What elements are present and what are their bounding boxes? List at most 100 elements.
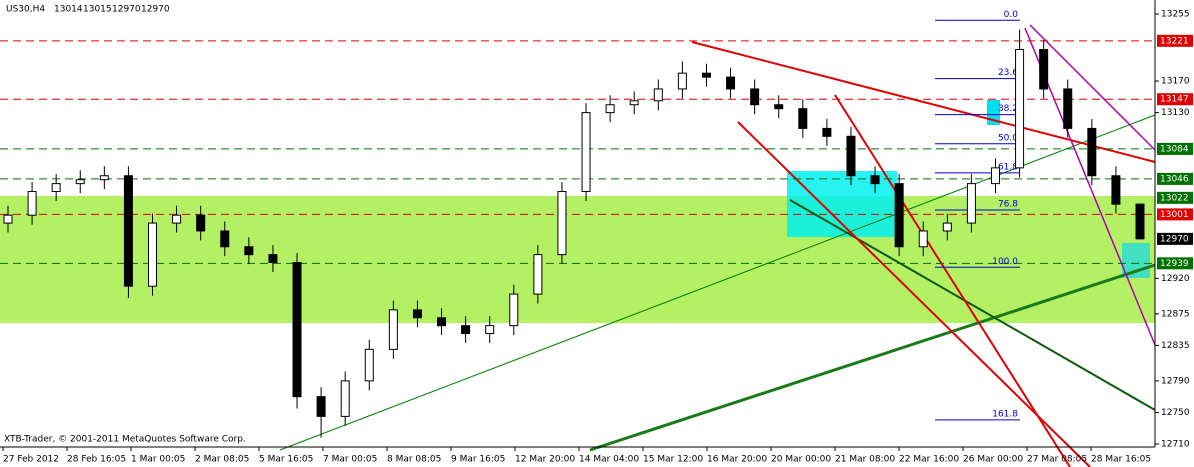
fibo-label: 0.0 (1004, 10, 1019, 20)
candle-body (461, 325, 471, 335)
x-tick-label: 9 Mar 16:05 (451, 455, 505, 465)
candle-body (726, 76, 736, 90)
y-tick-label: 12710 (1161, 440, 1190, 450)
quote-value: 13014 (54, 5, 83, 15)
symbol: US30,H4 (6, 5, 45, 15)
candle-body (1111, 175, 1121, 205)
fibo-label: 23.6 (998, 68, 1018, 78)
quote-value: 13015 (83, 5, 112, 15)
level-box (1157, 172, 1193, 185)
candle-body (316, 396, 326, 417)
fibo-label: 100.0 (992, 257, 1018, 267)
level-label: 13084 (1160, 144, 1189, 154)
candle-body (75, 179, 85, 185)
x-tick-label: 22 Mar 16:00 (899, 455, 959, 465)
level-label: 12970 (1160, 234, 1189, 244)
candle-body (99, 175, 109, 181)
fibo-label: 76.8 (998, 199, 1018, 209)
y-tick-label: 13130 (1161, 108, 1190, 118)
y-tick-label: 12875 (1161, 309, 1190, 319)
candle-body (196, 214, 206, 232)
candle-body (388, 309, 398, 350)
candle-body (605, 104, 615, 114)
candle-body (1087, 127, 1097, 177)
candle-body (1063, 88, 1073, 129)
y-tick-label: 12750 (1161, 408, 1190, 418)
candle-body (1039, 49, 1049, 90)
level-box (1157, 257, 1193, 270)
candle-body (437, 317, 447, 327)
y-tick-label: 12790 (1161, 376, 1190, 386)
x-tick-label: 26 Mar 00:00 (963, 455, 1023, 465)
x-tick-label: 21 Mar 08:00 (835, 455, 895, 465)
candle-body (340, 380, 350, 417)
x-tick-label: 7 Mar 00:05 (323, 455, 377, 465)
level-label: 13001 (1160, 210, 1189, 220)
candle-body (412, 309, 422, 319)
trendline (789, 199, 1156, 411)
candle-body (629, 100, 639, 106)
x-tick-label: 27 Feb 2012 (3, 455, 59, 465)
fibo-label: 161.8 (992, 409, 1018, 419)
x-tick-label: 16 Mar 20:00 (707, 455, 767, 465)
candle-body (268, 254, 278, 264)
y-tick-label: 12920 (1161, 274, 1190, 284)
x-tick-label: 28 Mar 16:05 (1091, 455, 1151, 465)
quote-value: 12970 (112, 5, 141, 15)
trendline (279, 114, 1156, 451)
candle-body (485, 325, 495, 335)
x-tick-label: 5 Mar 16:05 (259, 455, 313, 465)
trendline (691, 41, 1156, 163)
candle-body (701, 72, 711, 78)
candle-body (798, 108, 808, 129)
quote-value: 12970 (141, 5, 170, 15)
x-tick-label: 2 Mar 08:05 (195, 455, 249, 465)
y-tick-label: 13255 (1161, 10, 1190, 20)
level-box (1157, 232, 1193, 245)
candle-body (148, 222, 158, 287)
fibo-label: 50.0 (998, 133, 1018, 143)
candle-body (750, 88, 760, 106)
candle-body (918, 230, 928, 248)
candle-body (51, 183, 61, 193)
level-label: 13022 (1160, 193, 1189, 203)
candle-body (27, 191, 37, 216)
level-box (1157, 93, 1193, 106)
candle-body (1015, 49, 1025, 169)
y-tick-label: 12835 (1161, 341, 1190, 351)
x-tick-label: 12 Mar 20:00 (515, 455, 575, 465)
candle-body (509, 293, 519, 327)
x-tick-label: 28 Feb 16:05 (67, 455, 126, 465)
candle-body (653, 88, 663, 102)
candle-body (894, 183, 904, 248)
trendlines (279, 24, 1156, 467)
x-tick-label: 20 Mar 00:00 (771, 455, 831, 465)
candle-body (364, 348, 374, 382)
level-label: 12939 (1160, 259, 1189, 269)
cyan-zone (787, 171, 897, 237)
footer: XTB-Trader, © 2001-2011 MetaQuotes Softw… (4, 435, 246, 445)
candle-body (172, 214, 182, 224)
candle-body (123, 175, 133, 287)
candle-body (822, 127, 832, 137)
candle-body (870, 175, 880, 185)
x-tick-label: 14 Mar 04:00 (579, 455, 639, 465)
level-box (1157, 191, 1193, 204)
candle-body (581, 112, 591, 193)
trendline (737, 121, 1091, 467)
fibo-label: 38.2 (998, 104, 1018, 114)
x-tick-label: 15 Mar 12:00 (643, 455, 703, 465)
level-label: 13046 (1160, 174, 1189, 184)
level-label: 13221 (1160, 36, 1189, 46)
x-tick-label: 27 Mar 08:05 (1027, 455, 1087, 465)
level-label: 13147 (1160, 95, 1189, 105)
candle-body (966, 183, 976, 224)
trendline (589, 263, 1156, 452)
candle-body (292, 262, 302, 398)
trendline (1029, 24, 1156, 151)
x-tick-label: 8 Mar 08:05 (387, 455, 441, 465)
level-box (1157, 34, 1193, 47)
y-tick-label: 13170 (1161, 77, 1190, 87)
candle-body (220, 230, 230, 248)
